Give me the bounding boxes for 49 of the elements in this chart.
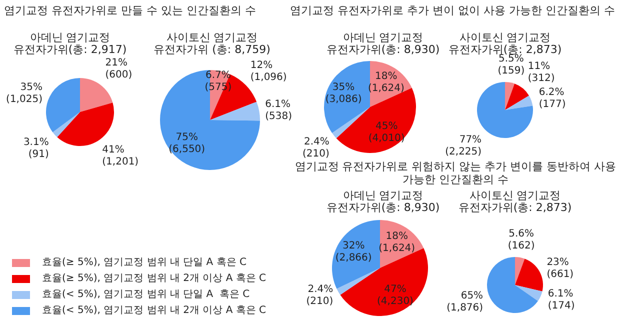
data-label: 11% (312) — [528, 60, 555, 84]
data-label: 6.1% (174) — [548, 288, 575, 312]
legend-label: 효율(≥ 5%), 염기교정 범위 내 단일 A 혹은 C — [42, 256, 246, 270]
legend-label: 효율(≥ 5%), 염기교정 범위 내 2개 이상 A 혹은 C — [42, 272, 266, 286]
chart-subtitle: 아데닌 염기교정 유전자가위(총: 8,930) — [325, 189, 441, 214]
pie-slice — [332, 220, 380, 289]
pie-slice — [515, 258, 543, 292]
pie-slice — [46, 78, 80, 132]
pie-slice — [80, 78, 113, 112]
data-label: 23% (661) — [546, 256, 574, 280]
pie-slice — [332, 107, 370, 138]
pie-slice — [52, 112, 80, 138]
legend-label: 효율(< 5%), 염기교정 범위 내 단일 A 혹은 C — [42, 288, 250, 302]
data-label: 41% (1,201) — [102, 144, 139, 168]
data-label: 21% (600) — [105, 56, 132, 80]
chart-subtitle: 사이토신 염기교정 유전자가위(총: 2,873) — [457, 189, 573, 214]
text: 염기교정 유전자가위로 추가 변이 없이 사용 가능한 인간질환의 수 — [290, 4, 616, 17]
data-label: 5.5% (159) — [498, 53, 525, 76]
pie-slice — [57, 102, 114, 146]
data-label: 32% (2,866) — [335, 240, 372, 263]
text: 염기교정 유전자가위로 위험하지 않는 추가 변이를 동반하여 사용 가능한 인간질환의 수 — [294, 160, 618, 186]
pie-slice — [515, 257, 525, 285]
legend-label: 효율(< 5%), 염기교정 범위 내 2개 이상 A 혹은 C — [42, 304, 266, 318]
pie-slice — [487, 257, 538, 313]
data-label: 75% (6,550) — [168, 131, 206, 154]
chart-subtitle: 아데닌 염기교정 유전자가위(총: 2,917) — [12, 31, 128, 56]
data-label: 35% (3,086) — [325, 82, 362, 105]
data-label: 2.4% (210) — [302, 136, 330, 159]
data-label: 6.2% (177) — [538, 86, 566, 110]
data-label: 35% (1,025) — [6, 82, 43, 105]
pie-slice — [324, 61, 370, 133]
pie-slice — [210, 102, 260, 121]
pie-slice — [505, 82, 515, 110]
chart-title: 염기교정 유전자가위로 만들 수 있는 인간질환의 수 — [4, 4, 257, 17]
data-label: 12% (1,096) — [250, 60, 287, 83]
data-label: 77% (2,225) — [445, 134, 482, 157]
chart-subtitle: 아데닌 염기교정 유전자가위(총: 8,930) — [325, 31, 441, 56]
data-label: 65% (1,876) — [446, 290, 484, 314]
data-label: 3.1% (91) — [23, 136, 49, 160]
data-label: 6.1% (538) — [265, 98, 292, 122]
pie-slice — [336, 268, 380, 295]
pie-slice — [505, 96, 533, 110]
pie-slice — [515, 285, 542, 302]
pie-slice — [505, 84, 530, 110]
data-label: 45% (4,010) — [368, 120, 405, 144]
chart-subtitle: 사이토신 염기교정 유전자가위 (총: 8,759) — [152, 31, 272, 56]
data-label: 2.4% (210) — [306, 283, 334, 306]
data-label: 5.6% (162) — [508, 228, 535, 252]
data-label: 47% (4,230) — [377, 284, 414, 307]
